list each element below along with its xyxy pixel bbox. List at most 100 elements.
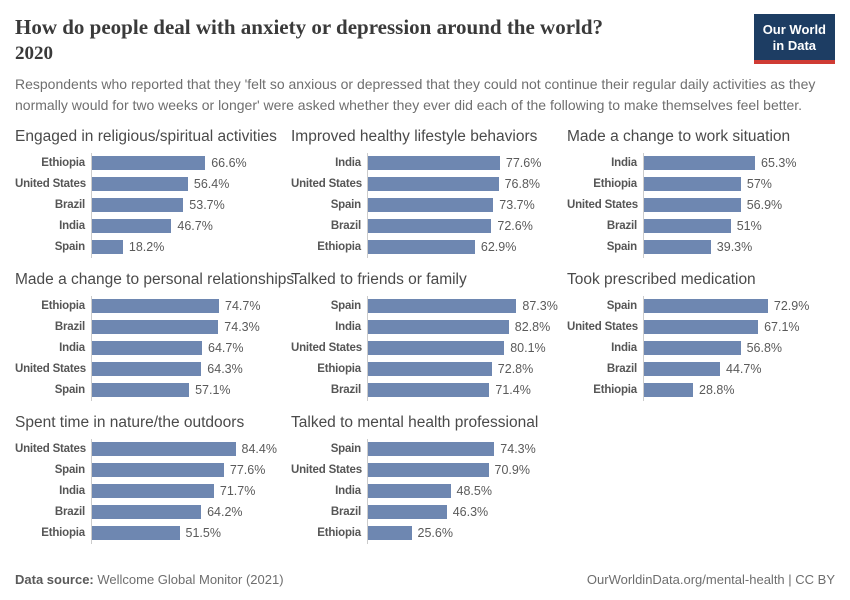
bar-row: Brazil 46.3% [291, 501, 559, 523]
owid-logo-line2: in Data [772, 37, 817, 53]
bar-row: India 65.3% [567, 152, 835, 174]
bar-row: Brazil 64.2% [15, 501, 283, 523]
value-label: 67.1% [764, 320, 800, 335]
bar-zone: 44.7% [643, 358, 835, 380]
bar-zone: 74.3% [91, 316, 283, 338]
bar [644, 177, 741, 192]
title-block: How do people deal with anxiety or depre… [15, 14, 603, 65]
country-label: Spain [606, 241, 638, 254]
chart-rows: India 65.3% Ethiopia 57% United States 5… [567, 152, 835, 258]
bar-row: United States 80.1% [291, 337, 559, 359]
credit-link[interactable]: OurWorldinData.org/mental-health | CC BY [586, 572, 835, 587]
value-label: 66.6% [211, 156, 247, 171]
value-label: 73.7% [499, 198, 535, 213]
bar-row: United States 67.1% [567, 316, 835, 338]
value-label: 48.5% [456, 484, 492, 499]
data-source: Data source: Wellcome Global Monitor (20… [15, 572, 284, 587]
value-label: 57% [746, 177, 772, 192]
owid-logo[interactable]: Our World in Data [753, 14, 835, 65]
bar-row: Brazil 74.3% [15, 316, 283, 338]
country-label: India [335, 321, 361, 334]
chart-rows: Ethiopia 66.6% United States 56.4% Brazi… [15, 152, 283, 258]
page-year: 2020 [15, 43, 53, 65]
bar [368, 320, 509, 335]
bar-row: Spain 39.3% [567, 236, 835, 258]
value-label: 46.7% [177, 219, 213, 234]
bar [644, 299, 768, 314]
bar-zone: 51% [643, 215, 835, 237]
bar-zone: 76.8% [367, 173, 559, 195]
bar-zone: 80.1% [367, 337, 559, 359]
data-source-text: Wellcome Global Monitor (2021) [93, 572, 284, 587]
bar-row: India 64.7% [15, 337, 283, 359]
country-label: Ethiopia [317, 527, 361, 540]
value-label: 76.8% [504, 177, 541, 192]
bar-row: Spain 77.6% [15, 459, 283, 481]
chart-rows: Spain 72.9% United States 67.1% India 56… [567, 295, 835, 401]
country-label: Spain [54, 241, 86, 254]
bar-row: Brazil 53.7% [15, 194, 283, 216]
chart-title: Spent time in nature/the outdoors [15, 413, 245, 431]
value-label: 64.3% [207, 362, 243, 377]
bar-row: Spain 72.9% [567, 295, 835, 317]
bar-zone: 66.6% [91, 152, 283, 174]
chart-title: Improved healthy lifestyle behaviors [291, 127, 538, 145]
bar-zone: 64.7% [91, 337, 283, 359]
value-label: 87.3% [522, 299, 558, 314]
chart-subtitle: Respondents who reported that they 'felt… [15, 76, 816, 113]
bar-row: United States 76.8% [291, 173, 559, 195]
bar-zone: 46.7% [91, 215, 283, 237]
bar [368, 240, 475, 255]
bar-zone: 56.9% [643, 194, 835, 216]
value-label: 39.3% [716, 240, 753, 255]
bar [644, 156, 755, 171]
country-label: Brazil [330, 384, 361, 397]
value-label: 71.7% [219, 484, 256, 499]
chart-title: Engaged in religious/spiritual activitie… [15, 127, 277, 145]
header: How do people deal with anxiety or depre… [15, 14, 835, 65]
chart-panel: Engaged in religious/spiritual activitie… [15, 128, 283, 258]
bar-zone: 71.4% [367, 379, 559, 401]
chart-title: Took prescribed medication [567, 270, 756, 288]
bar-zone: 82.8% [367, 316, 559, 338]
bar [92, 505, 202, 520]
country-label: India [59, 485, 85, 498]
value-label: 72.9% [773, 299, 810, 314]
bar-row: Spain 74.3% [291, 438, 559, 460]
value-label: 51% [736, 219, 762, 234]
bar-zone: 64.2% [91, 501, 283, 523]
country-label: United States [15, 178, 86, 191]
value-label: 56.9% [746, 198, 783, 213]
chart-panel: Made a change to personal relationships … [15, 270, 295, 401]
chart-title: Made a change to personal relationships [15, 270, 295, 288]
bar-row: Ethiopia 74.7% [15, 295, 283, 317]
bar-zone: 72.6% [367, 215, 559, 237]
chart-panel: Took prescribed medication Spain 72.9% U… [567, 271, 835, 401]
country-label: United States [291, 342, 362, 355]
chart-panel: Improved healthy lifestyle behaviors Ind… [291, 128, 559, 258]
bar-zone: 73.7% [367, 194, 559, 216]
value-label: 74.7% [225, 299, 261, 314]
bar-zone: 28.8% [643, 379, 835, 401]
page-title: How do people deal with anxiety or depre… [15, 15, 604, 39]
bar-zone: 70.9% [367, 459, 559, 481]
bar [368, 383, 490, 398]
country-label: United States [291, 464, 362, 477]
bar [92, 299, 219, 314]
country-label: Ethiopia [41, 527, 85, 540]
bar-zone: 56.8% [643, 337, 835, 359]
bar-row: United States 56.4% [15, 173, 283, 195]
value-label: 64.7% [208, 341, 244, 356]
bar-zone: 67.1% [643, 316, 835, 338]
chart-title: Made a change to work situation [567, 127, 791, 145]
bar-row: Brazil 72.6% [291, 215, 559, 237]
bar [368, 442, 495, 457]
bar [92, 198, 184, 213]
bar [368, 156, 500, 171]
bar [644, 320, 759, 335]
chart-rows: Spain 74.3% United States 70.9% India 48… [291, 438, 559, 544]
bar-zone: 57.1% [91, 379, 283, 401]
bar [368, 198, 494, 213]
bar-zone: 25.6% [367, 522, 559, 544]
bar [92, 362, 202, 377]
